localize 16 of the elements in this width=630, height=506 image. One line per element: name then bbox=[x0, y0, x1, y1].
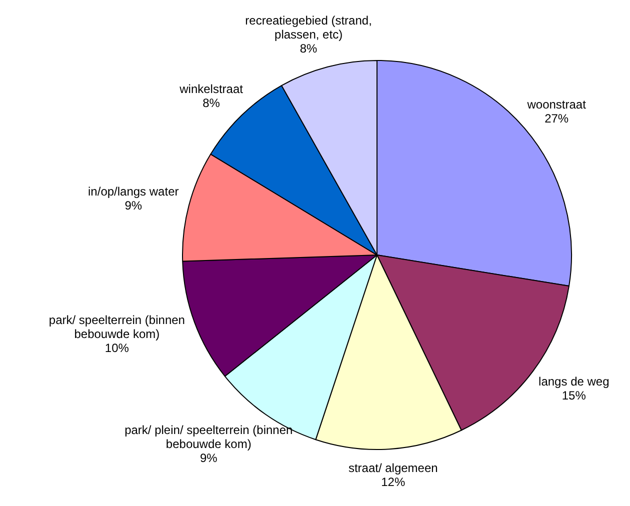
slice-label: woonstraat bbox=[526, 97, 587, 112]
data-label: 9% bbox=[124, 198, 142, 212]
data-label: 27% bbox=[544, 111, 569, 126]
slice-label: winkelstraat bbox=[178, 82, 244, 96]
slice-label: in/op/langs water bbox=[88, 184, 179, 198]
slice-label: langs de weg bbox=[538, 374, 610, 388]
data-label: 15% bbox=[562, 388, 586, 402]
data-label: 8% bbox=[202, 96, 220, 110]
slice-label: park/ speelterrein (binnen bebouwde kom) bbox=[48, 312, 185, 341]
slice-label: park/ plein/ speelterrein (binnen bebouwde kom) bbox=[124, 422, 293, 451]
data-label: 12% bbox=[381, 474, 406, 489]
data-label: 8% bbox=[300, 41, 318, 56]
slice-label: recreatiegebied (strand, plassen, etc) bbox=[245, 13, 372, 42]
slice-label: straat/ algemeen bbox=[348, 460, 438, 475]
data-label: 10% bbox=[104, 340, 130, 355]
data-label: 9% bbox=[200, 450, 218, 465]
